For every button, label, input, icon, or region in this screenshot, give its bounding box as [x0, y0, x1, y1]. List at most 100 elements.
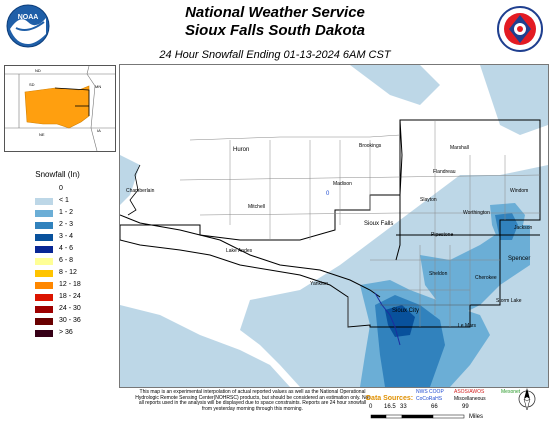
header-title: National Weather Service	[185, 4, 365, 21]
nws-logo	[497, 6, 543, 52]
header-product: 24 Hour Snowfall Ending 01-13-2024 6AM C…	[159, 49, 391, 61]
city-label: Flandreau	[433, 169, 456, 175]
legend-item: 12 - 18	[35, 280, 110, 292]
city-label: Chamberlain	[126, 188, 155, 194]
city-label: Spencer	[508, 256, 531, 262]
legend-swatch	[35, 282, 53, 289]
legend-item: 8 - 12	[35, 268, 110, 280]
legend-item: 2 - 3	[35, 220, 110, 232]
scale-unit: Miles	[469, 414, 484, 420]
scale-tick-label: 0	[369, 404, 373, 410]
locator-map: ND MN SD IA NE	[4, 65, 116, 152]
snow-lt1-area	[120, 305, 290, 387]
legend-swatch	[35, 186, 53, 193]
city-label: Mitchell	[248, 204, 265, 210]
scale-bar: 0 16.5 33 66 99 Miles	[369, 404, 519, 424]
city-label: Pipestone	[431, 232, 454, 238]
snow-lt1-area	[350, 65, 440, 105]
legend-item: 18 - 24	[35, 292, 110, 304]
city-label: Madison	[333, 181, 352, 187]
city-label: Worthington	[463, 210, 490, 216]
legend-label: > 36	[59, 329, 73, 336]
inset-label-nd: ND	[35, 68, 41, 73]
legend-swatch	[35, 258, 53, 265]
snowfall-map[interactable]: Huron Brookings Marshall Chamberlain Mitchel…	[119, 64, 549, 388]
city-label: Brookings	[359, 143, 382, 149]
legend-swatch	[35, 330, 53, 337]
legend-title: Snowfall (In)	[35, 170, 80, 179]
inset-label-sd: SD	[29, 82, 35, 87]
scale-segment	[370, 414, 387, 419]
legend-swatch	[35, 222, 53, 229]
source-asos-awos: ASOS/AWOS	[454, 389, 485, 395]
legend-swatch	[35, 198, 53, 205]
scale-segment	[385, 414, 403, 419]
source-nws-coop: NWS COOP	[416, 389, 444, 395]
data-sources-label: Data Sources:	[366, 395, 414, 402]
inset-label-mn: MN	[95, 84, 101, 89]
legend-swatch	[35, 270, 53, 277]
legend-swatch	[35, 234, 53, 241]
header-office: Sioux Falls South Dakota	[184, 22, 366, 39]
north-arrow-icon	[518, 388, 536, 411]
map-canvas	[120, 65, 548, 387]
legend-swatch	[35, 210, 53, 217]
legend-label: 3 - 4	[59, 233, 74, 240]
legend-item: 6 - 8	[35, 256, 110, 268]
legend-label: 0	[59, 185, 63, 192]
city-label: Jackson	[514, 225, 533, 231]
city-label: Cherokee	[475, 275, 497, 281]
scale-segment	[432, 414, 465, 419]
inset-label-ne: NE	[39, 132, 45, 137]
source-misc: Miscellaneous	[454, 396, 486, 402]
legend-item: 24 - 30	[35, 304, 110, 316]
scale-tick-label: 33	[400, 404, 407, 410]
city-label: Le Mars	[458, 323, 477, 329]
county-lines	[347, 297, 470, 327]
snow-lt1-area	[480, 65, 548, 135]
data-sources: Data Sources: NWS COOP ASOS/AWOS Mesonet…	[358, 383, 548, 425]
city-label: Marshall	[450, 145, 469, 151]
scale-tick-label: 99	[462, 404, 469, 410]
scale-tick-label: 16.5	[384, 404, 396, 410]
legend-item: 0	[35, 184, 110, 196]
scale-segment	[401, 414, 434, 419]
city-label: Huron	[233, 147, 250, 153]
snow-report-value: 0	[326, 191, 330, 197]
legend-label: 6 - 8	[59, 257, 74, 264]
city-label: Sheldon	[429, 271, 448, 277]
disclaimer: This map is an experimental interpolatio…	[135, 389, 370, 412]
svg-text:NOAA: NOAA	[18, 14, 39, 21]
legend-label: 8 - 12	[59, 269, 77, 276]
source-mesonet: Mesonet	[501, 389, 521, 395]
city-label: Storm Lake	[496, 298, 522, 304]
snow-3-4-area	[385, 305, 415, 337]
legend-label: 30 - 36	[59, 317, 81, 324]
missouri-river	[374, 292, 401, 346]
noaa-logo: NOAA	[6, 4, 50, 48]
city-label: Sioux Falls	[364, 221, 394, 227]
source-cocorahs: CoCoRaHS	[416, 396, 443, 402]
missouri-river	[127, 164, 141, 216]
legend-item: 4 - 6	[35, 244, 110, 256]
state-line-sd-ne	[120, 214, 381, 298]
city-label: Yankton	[310, 281, 328, 287]
legend-label: 2 - 3	[59, 221, 74, 228]
snow-1-2-area	[420, 225, 530, 315]
legend-label: 18 - 24	[59, 293, 81, 300]
legend-item: > 36	[35, 328, 110, 340]
legend-swatch	[35, 306, 53, 313]
legend-label: 12 - 18	[59, 281, 81, 288]
city-label: Slayton	[420, 197, 437, 203]
scale-tick-label: 66	[431, 404, 438, 410]
legend-label: 4 - 6	[59, 245, 74, 252]
legend-swatch	[35, 294, 53, 301]
city-label: Sioux City	[392, 308, 420, 314]
inset-label-ia: IA	[97, 128, 101, 133]
legend-label: 1 - 2	[59, 209, 74, 216]
legend-item: 1 - 2	[35, 208, 110, 220]
legend-label: < 1	[59, 197, 69, 204]
snow-lt1-area	[120, 155, 140, 205]
legend-item: < 1	[35, 196, 110, 208]
county-lines	[179, 120, 541, 327]
